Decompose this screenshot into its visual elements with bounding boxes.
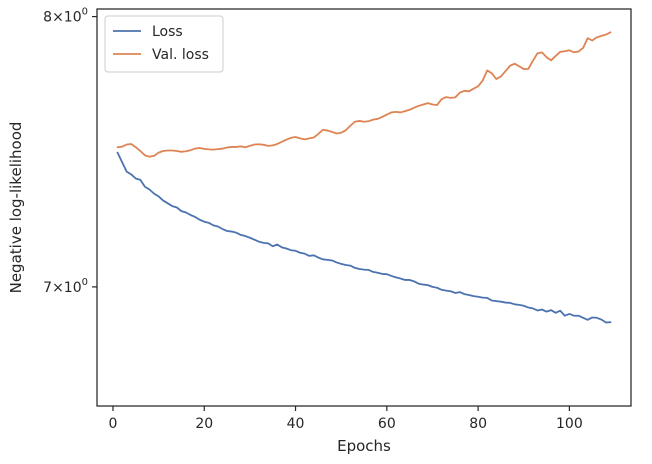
series-layer <box>116 31 612 324</box>
x-tick-label: 0 <box>109 416 118 432</box>
x-tick-label: 20 <box>195 416 213 432</box>
x-axis-label: Epochs <box>337 437 391 455</box>
y-axis-label: Negative log-likelihood <box>7 122 25 294</box>
legend-label: Loss <box>152 24 183 40</box>
y-axis: 7×100 8×100 <box>43 7 97 296</box>
x-axis: 0 20 40 60 80 100 <box>109 406 583 432</box>
axes-frame <box>96 8 632 407</box>
y-tick-label: 7×100 <box>43 277 88 296</box>
x-tick-label: 80 <box>469 416 487 432</box>
x-tick-label: 100 <box>556 416 583 432</box>
legend: Loss Val. loss <box>104 15 224 73</box>
legend-label: Val. loss <box>152 47 209 63</box>
y-tick-label: 8×100 <box>43 7 88 26</box>
legend-box <box>104 15 224 73</box>
series-line-val-loss <box>116 31 612 158</box>
x-tick-label: 60 <box>378 416 396 432</box>
x-tick-label: 40 <box>287 416 305 432</box>
series-line-loss <box>116 151 612 324</box>
